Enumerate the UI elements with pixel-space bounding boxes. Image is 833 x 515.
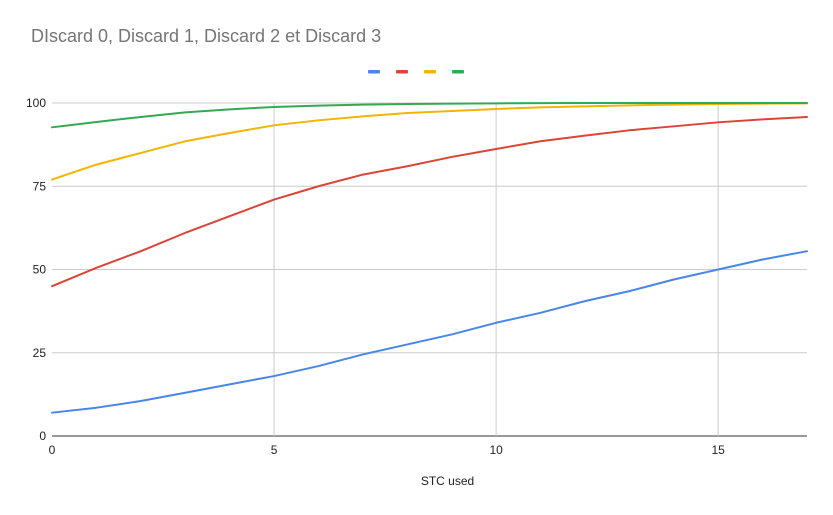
x-tick-label: 10 bbox=[489, 443, 503, 457]
x-axis-label: STC used bbox=[421, 474, 474, 488]
y-tick-label: 0 bbox=[39, 429, 46, 443]
y-tick-label: 100 bbox=[26, 96, 46, 110]
series-line-0 bbox=[51, 250, 808, 414]
y-tick-label: 25 bbox=[33, 346, 47, 360]
legend-swatch-2 bbox=[424, 70, 436, 74]
y-tick-label: 75 bbox=[33, 179, 47, 193]
chart-title: DIscard 0, Discard 1, Discard 2 et Disca… bbox=[31, 26, 382, 46]
legend-swatch-1 bbox=[396, 70, 408, 74]
series-line-3 bbox=[51, 102, 808, 129]
legend-swatch-3 bbox=[452, 70, 464, 74]
series-line-2 bbox=[51, 102, 808, 181]
legend-swatch-0 bbox=[368, 70, 380, 74]
x-tick-label: 0 bbox=[49, 443, 56, 457]
x-tick-label: 15 bbox=[711, 443, 725, 457]
y-tick-label: 50 bbox=[33, 263, 47, 277]
x-tick-label: 5 bbox=[271, 443, 278, 457]
series-line-1 bbox=[51, 115, 808, 288]
